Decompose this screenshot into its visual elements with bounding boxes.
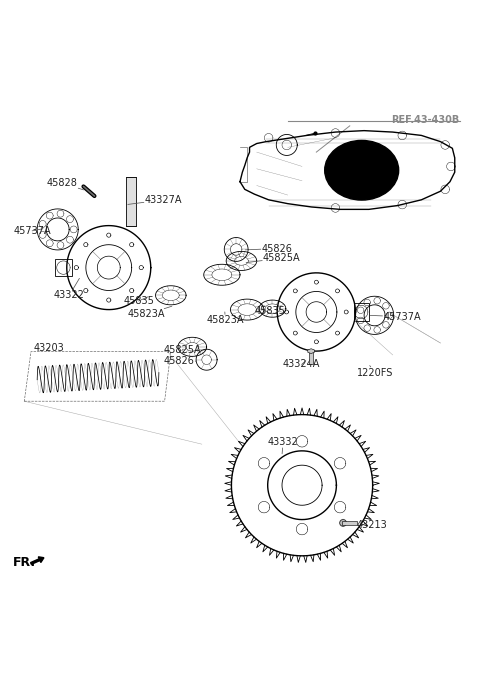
Text: 45835: 45835	[254, 305, 285, 316]
Polygon shape	[308, 348, 314, 353]
Text: 45825A: 45825A	[246, 253, 300, 263]
Text: 43324A: 43324A	[283, 359, 320, 370]
Text: 43213: 43213	[350, 520, 388, 530]
Text: 45825A: 45825A	[164, 345, 201, 355]
Text: 45826: 45826	[164, 356, 196, 366]
Text: 45826: 45826	[245, 244, 292, 254]
Text: 45835: 45835	[123, 296, 154, 306]
Text: 45737A: 45737A	[370, 311, 421, 322]
Polygon shape	[340, 519, 347, 526]
FancyBboxPatch shape	[342, 521, 358, 525]
Ellipse shape	[324, 141, 399, 200]
FancyArrow shape	[31, 557, 44, 565]
Text: 43322: 43322	[54, 279, 85, 300]
Text: 45737A: 45737A	[13, 226, 51, 236]
Text: 45823A: 45823A	[128, 306, 172, 320]
Text: 43203: 43203	[34, 343, 65, 353]
Text: 1220FS: 1220FS	[357, 366, 393, 377]
FancyBboxPatch shape	[126, 178, 136, 226]
Text: 43327A: 43327A	[128, 195, 182, 205]
Text: 45828: 45828	[47, 178, 84, 190]
Text: REF.43-430B: REF.43-430B	[391, 115, 459, 126]
Text: 43332: 43332	[268, 437, 299, 453]
Text: 45823A: 45823A	[206, 312, 244, 325]
Text: FR.: FR.	[13, 556, 36, 569]
FancyBboxPatch shape	[309, 352, 313, 364]
